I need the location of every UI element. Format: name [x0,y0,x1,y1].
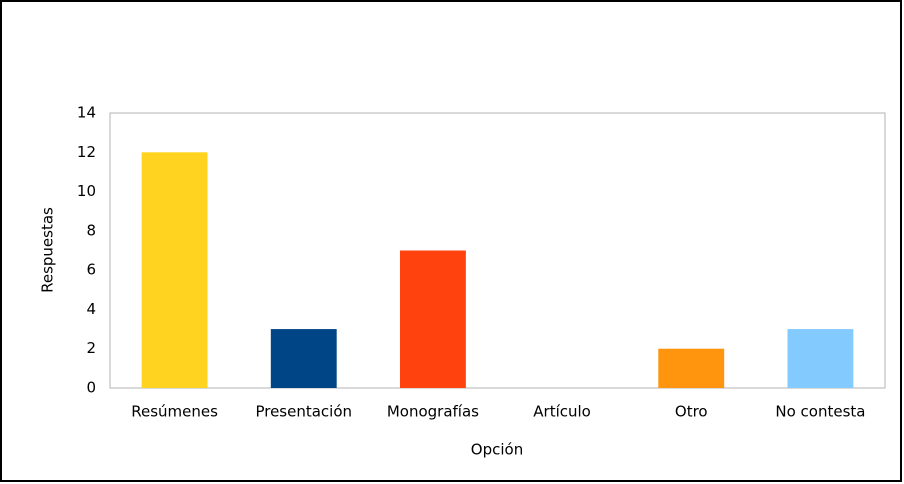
bar [270,329,337,388]
y-axis-label: Respuestas [39,207,57,293]
y-tick-label: 12 [77,143,96,161]
y-tick-label: 6 [86,261,96,279]
y-tick-label: 8 [86,221,96,239]
y-tick-label: 10 [77,182,96,200]
bar [658,348,725,388]
y-tick-label: 2 [86,339,96,357]
x-tick-label: Monografías [387,403,479,421]
x-tick-label: No contesta [775,403,865,421]
y-tick-label: 14 [77,104,96,122]
y-tick-label: 4 [86,300,96,318]
y-tick-label: 0 [86,379,96,397]
x-tick-label: Presentación [255,403,352,421]
bar [399,250,466,388]
bar [787,329,854,388]
x-tick-label: Artículo [533,403,591,421]
x-axis-label: Opción [471,441,523,459]
plot-area [109,112,886,389]
x-tick-label: Resúmenes [131,403,218,421]
bar [141,152,208,388]
x-tick-label: Otro [675,403,708,421]
